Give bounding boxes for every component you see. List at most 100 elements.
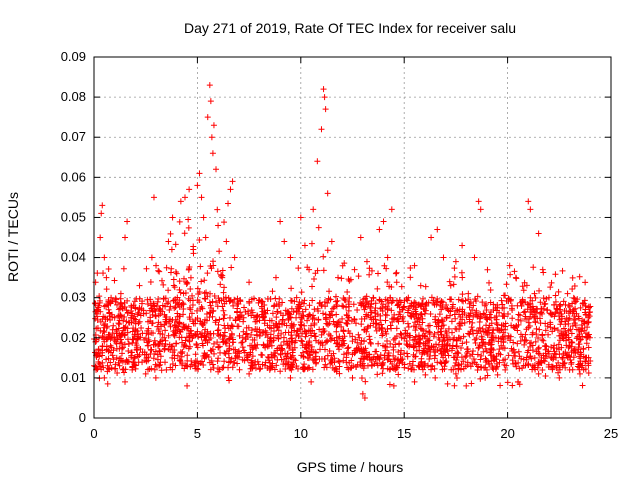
data-point xyxy=(445,325,452,332)
data-point xyxy=(351,266,358,273)
data-point xyxy=(508,302,515,309)
data-point xyxy=(101,374,108,381)
data-point xyxy=(295,265,302,272)
data-point xyxy=(415,340,422,347)
data-point xyxy=(361,315,368,322)
data-point xyxy=(308,343,315,350)
data-point xyxy=(187,306,194,313)
data-point xyxy=(173,340,180,347)
data-point xyxy=(437,359,444,366)
data-point xyxy=(221,349,228,356)
data-point xyxy=(494,371,501,378)
data-point xyxy=(410,366,417,373)
data-point xyxy=(207,366,214,373)
data-point xyxy=(356,334,363,341)
data-point xyxy=(554,327,561,334)
data-point xyxy=(580,318,587,325)
data-point xyxy=(504,379,511,386)
data-point xyxy=(273,314,280,321)
data-point xyxy=(483,322,490,329)
data-point xyxy=(580,300,587,307)
data-point xyxy=(305,364,312,371)
data-point xyxy=(198,358,205,365)
data-point xyxy=(451,382,458,389)
data-point xyxy=(540,295,547,302)
data-point xyxy=(340,351,347,358)
data-point xyxy=(474,351,481,358)
data-point xyxy=(318,126,325,133)
data-point xyxy=(318,356,325,363)
data-point xyxy=(428,344,435,351)
data-point xyxy=(384,279,391,286)
data-point xyxy=(398,283,405,290)
data-point xyxy=(291,339,298,346)
data-point xyxy=(277,368,284,375)
data-point xyxy=(110,356,117,363)
data-point xyxy=(140,310,147,317)
data-point xyxy=(258,303,265,310)
data-point xyxy=(494,326,501,333)
data-point xyxy=(181,194,188,201)
data-point xyxy=(555,359,562,366)
data-point xyxy=(220,315,227,322)
data-point xyxy=(380,365,387,372)
data-point xyxy=(222,325,229,332)
data-point xyxy=(177,289,184,296)
data-point xyxy=(501,361,508,368)
data-point xyxy=(106,310,113,317)
data-point xyxy=(306,302,313,309)
data-point xyxy=(447,308,454,315)
data-point xyxy=(102,320,109,327)
data-point xyxy=(450,281,457,288)
data-point xyxy=(411,262,418,269)
data-point xyxy=(259,352,266,359)
data-point xyxy=(379,370,386,377)
data-point xyxy=(464,345,471,352)
data-point xyxy=(491,354,498,361)
data-point xyxy=(200,214,207,221)
data-point xyxy=(453,342,460,349)
data-point xyxy=(446,296,453,303)
data-point xyxy=(344,289,351,296)
data-point xyxy=(432,316,439,323)
data-point xyxy=(345,301,352,308)
data-point xyxy=(229,178,236,185)
data-point xyxy=(376,356,383,363)
data-point xyxy=(170,276,177,283)
data-point xyxy=(516,365,523,372)
data-point xyxy=(251,336,258,343)
data-point xyxy=(99,359,106,366)
data-point xyxy=(189,292,196,299)
data-point xyxy=(478,352,485,359)
data-point xyxy=(532,338,539,345)
data-point xyxy=(443,305,450,312)
data-point xyxy=(558,310,565,317)
data-point xyxy=(439,318,446,325)
data-point xyxy=(349,338,356,345)
data-point xyxy=(103,274,110,281)
data-point xyxy=(215,326,222,333)
data-point xyxy=(569,274,576,281)
data-point xyxy=(390,382,397,389)
data-point xyxy=(515,316,522,323)
data-point xyxy=(316,299,323,306)
data-point xyxy=(130,315,137,322)
data-point xyxy=(372,313,379,320)
data-point xyxy=(534,315,541,322)
data-point xyxy=(223,238,230,245)
data-point xyxy=(226,343,233,350)
data-point xyxy=(147,346,154,353)
data-point xyxy=(228,322,235,329)
data-point xyxy=(323,364,330,371)
data-point xyxy=(432,374,439,381)
data-point xyxy=(341,260,348,267)
data-point xyxy=(424,362,431,369)
data-point xyxy=(448,318,455,325)
data-point xyxy=(353,346,360,353)
data-point xyxy=(355,273,362,280)
data-point xyxy=(192,332,199,339)
data-point xyxy=(151,337,158,344)
data-point xyxy=(161,322,168,329)
data-point xyxy=(350,301,357,308)
data-point xyxy=(509,382,516,389)
